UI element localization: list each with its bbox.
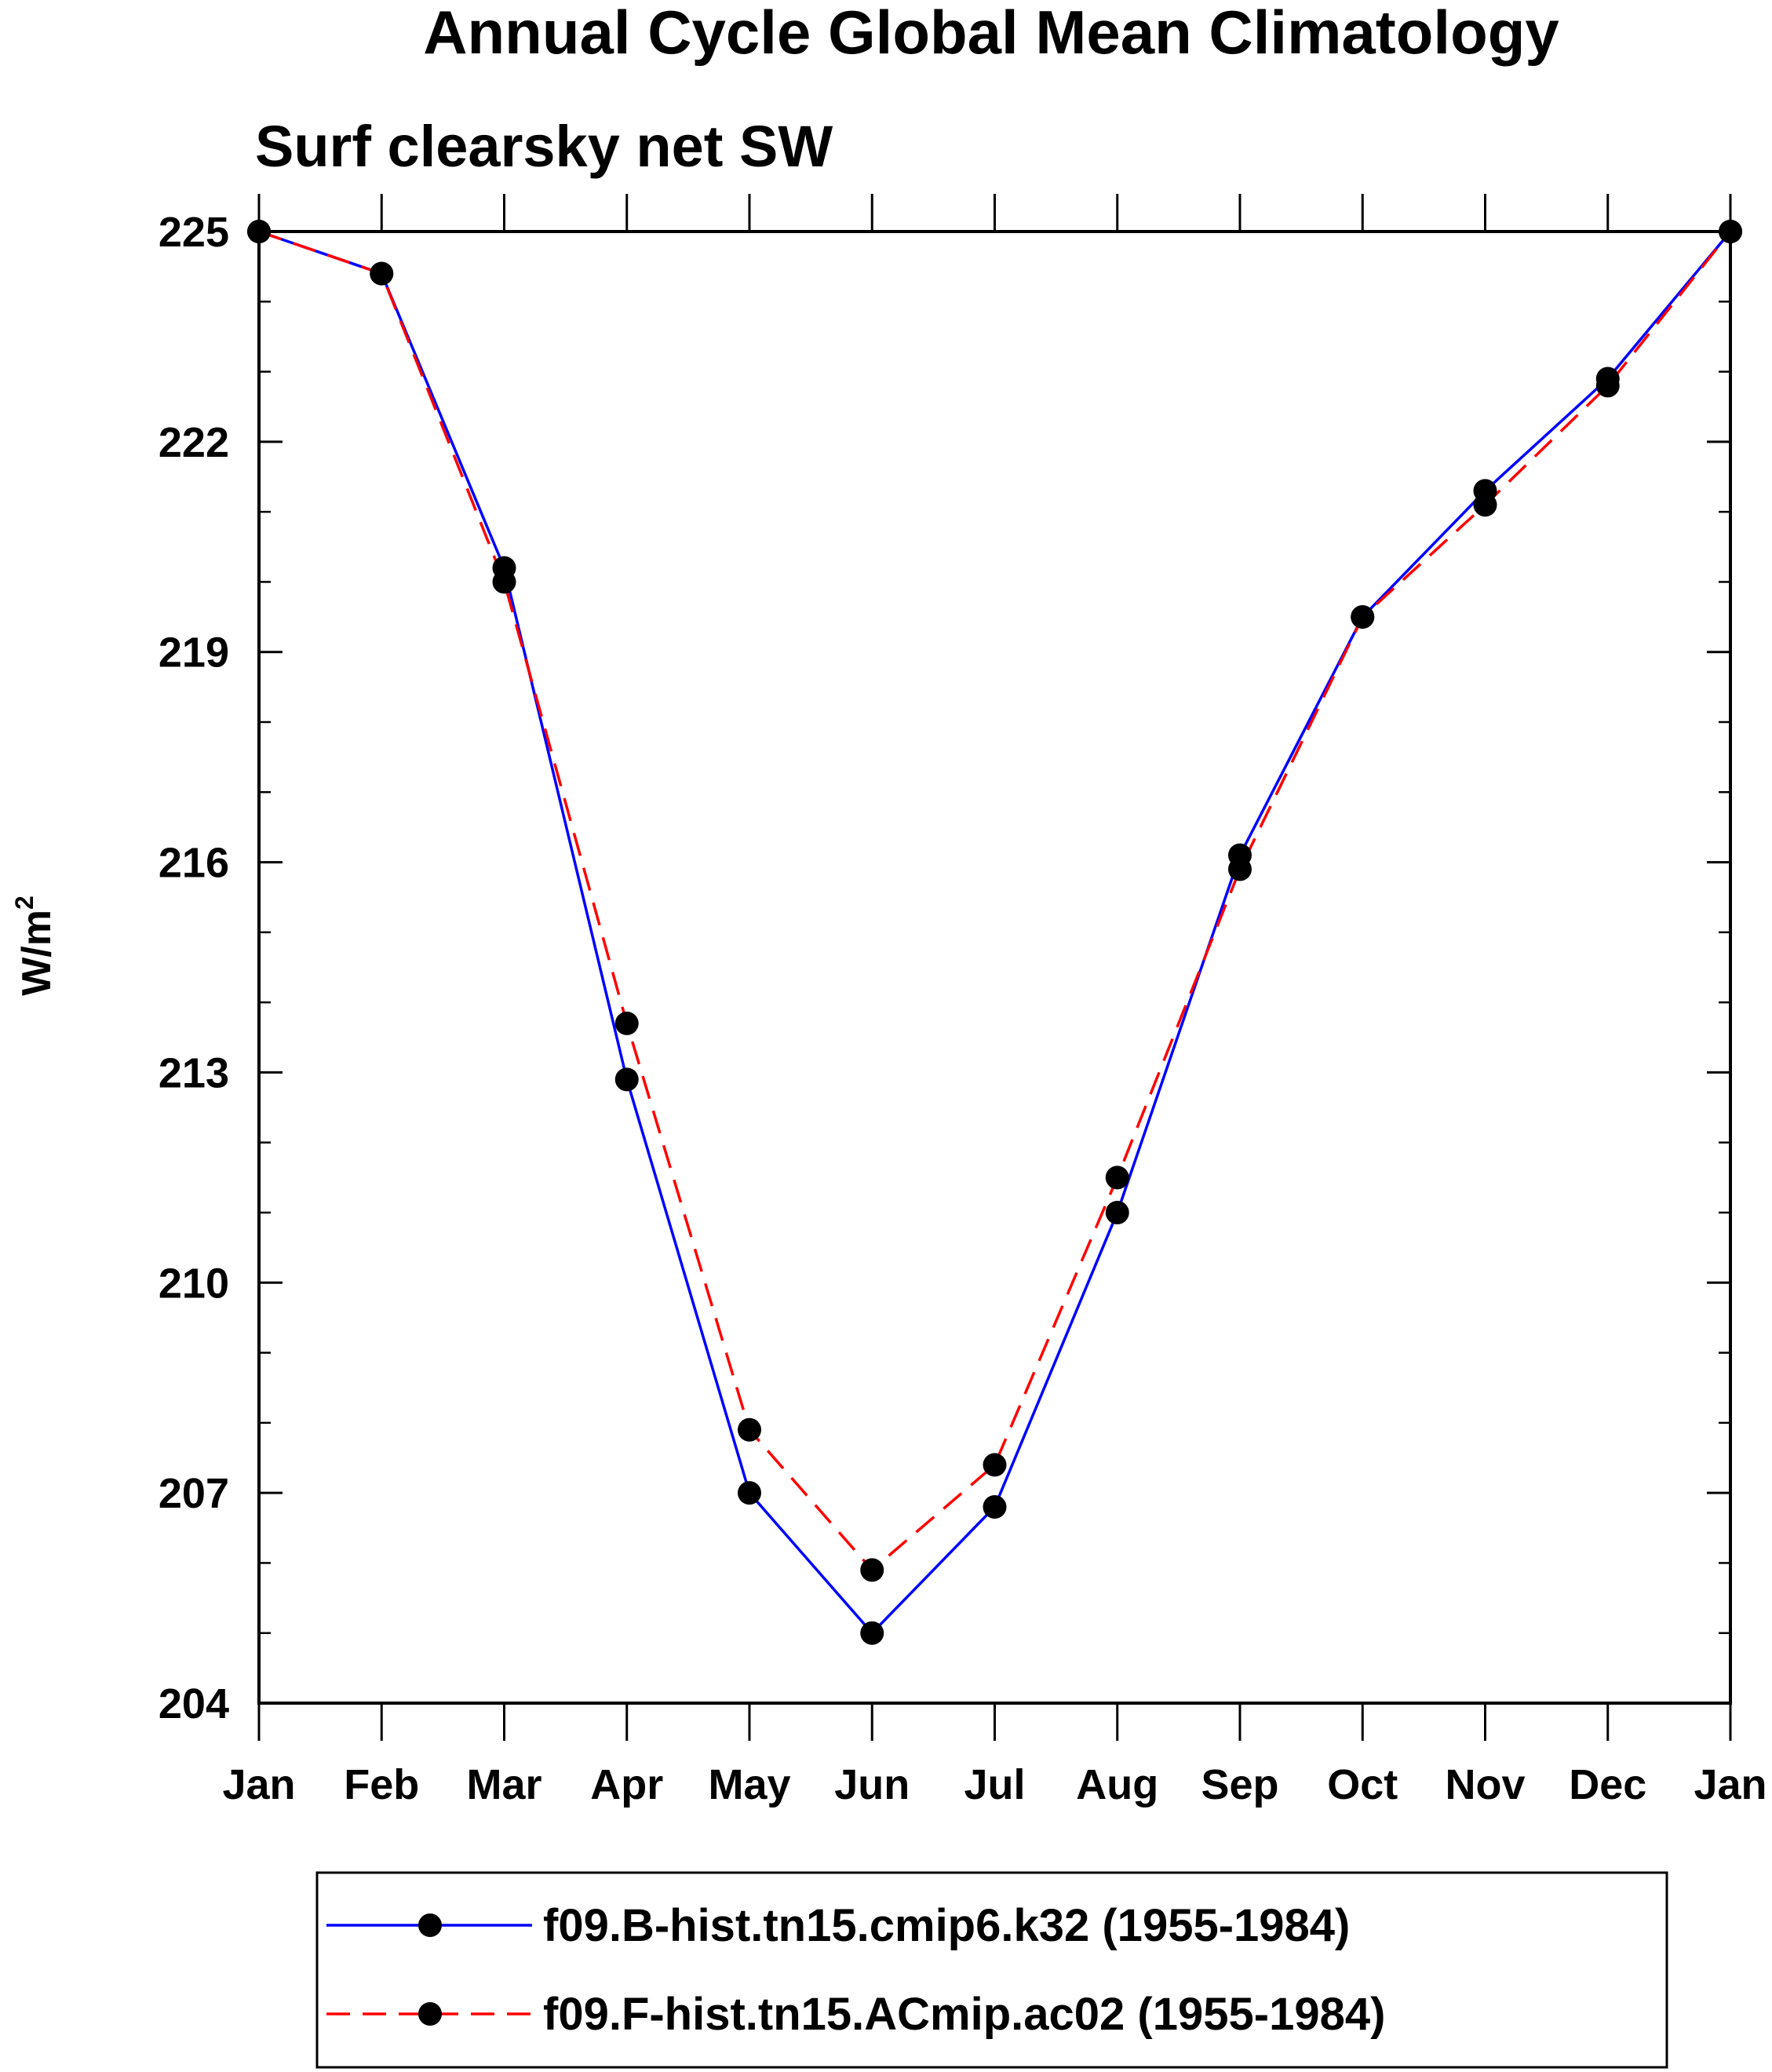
series-1-point [614,1067,639,1092]
y-axis-label: W/m2 [10,896,60,996]
series-2-point [1351,605,1375,629]
legend-label-1: f09.B-hist.tn15.cmip6.k32 (1955-1984) [543,1900,1350,1951]
series-2-point [1473,493,1497,517]
legend-box [315,1871,1668,2069]
y-tick-label: 216 [159,840,229,887]
x-tick-label: Jun [834,1761,910,1808]
x-tick-label: Apr [590,1761,663,1808]
legend-label-2: f09.F-hist.tn15.ACmip.ac02 (1955-1984) [543,1989,1385,2040]
series-2-point [1228,857,1252,881]
series-2-point [1105,1166,1129,1190]
series-line-1 [258,230,1732,1636]
chart-title: Annual Cycle Global Mean Climatology [423,0,1559,67]
series-2-point [738,1417,761,1442]
legend-marker-2 [418,2002,442,2026]
series-2-point [492,570,516,594]
y-tick-label: 222 [159,419,229,466]
x-tick-label: Jan [222,1761,295,1808]
legend-marker-1 [418,1913,442,1937]
y-tick-label: 213 [159,1049,229,1096]
chart-subtitle: Surf clearsky net SW [255,114,833,179]
series-2-point [1595,374,1620,398]
series-1-point [1105,1201,1129,1224]
axes: 204 207 210 213 216 219 222 225 Jan Feb Mar Apr May J… [159,194,1767,1808]
series-1-point [860,1621,884,1645]
x-tick-label: Aug [1076,1761,1158,1808]
y-tick-label: 219 [159,629,229,677]
x-tick-label: Sep [1201,1761,1278,1808]
x-tick-label: Feb [344,1761,419,1808]
series-1-point [738,1481,761,1505]
legend: f09.B-hist.tn15.cmip6.k32 (1955-1984) f09… [315,1871,1668,2069]
x-tick-label: Jan [1694,1761,1767,1808]
series-1-point [983,1495,1007,1519]
x-tick-label: Nov [1445,1761,1525,1808]
y-tick-label: 225 [159,209,229,256]
y-tick-label: 204 [159,1680,229,1727]
legend-items: f09.B-hist.tn15.cmip6.k32 (1955-1984) f09… [326,1900,1385,2040]
x-tick-label: Oct [1327,1761,1398,1808]
x-tick-label: Mar [466,1761,541,1808]
series-layer [247,220,1742,1645]
plot-frame [257,230,1732,1705]
series-line-2 [258,230,1732,1572]
y-tick-label: 207 [159,1470,229,1517]
series-2-point [983,1453,1007,1477]
x-tick-label: May [708,1761,790,1808]
x-tick-label: Dec [1569,1761,1646,1808]
series-2-point [370,261,394,286]
y-tick-label: 210 [159,1260,229,1307]
series-2-point [614,1011,639,1035]
series-2-point [860,1558,884,1582]
x-tick-label: Jul [964,1761,1025,1808]
y-axis-label-superscript: 2 [10,896,38,910]
